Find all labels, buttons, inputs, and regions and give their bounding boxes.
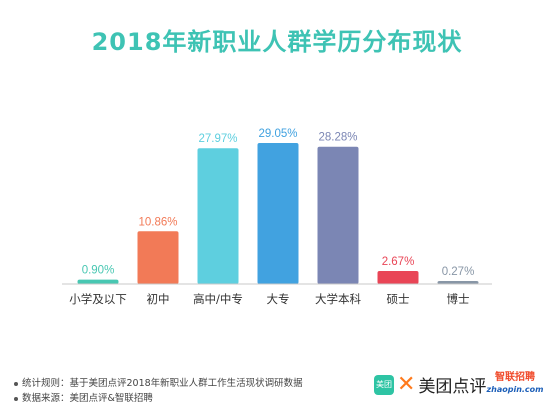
note-source-text: 数据来源：美团点评&智联招聘 bbox=[22, 393, 153, 404]
value-label-3: 29.05% bbox=[258, 128, 297, 140]
bullet-icon bbox=[14, 396, 18, 401]
category-label-6: 博士 bbox=[447, 292, 470, 306]
category-label-2: 高中/中专 bbox=[193, 292, 243, 306]
meituan-badge-icon: 美团 bbox=[374, 374, 394, 395]
bar-6 bbox=[437, 281, 479, 284]
note-rule-text: 统计规则：基于美团点评2018年新职业人群工作生活现状调研数据 bbox=[22, 378, 303, 389]
category-label-1: 初中 bbox=[147, 292, 170, 306]
bar-0 bbox=[77, 279, 119, 284]
zhaopin-logo-cn: 智联招聘 bbox=[495, 372, 535, 383]
labels-layer: 0.90% 小学及以下 10.86% 初中 27.97% 高中/中专 29.05% 大专 28.… bbox=[69, 128, 474, 306]
meituan-mark-icon: ✕ bbox=[397, 371, 416, 397]
bar-1 bbox=[137, 231, 179, 284]
bar-3 bbox=[257, 143, 299, 284]
note-source: 数据来源：美团点评&智联招聘 bbox=[14, 391, 303, 406]
bars-layer bbox=[77, 143, 479, 284]
bar-5 bbox=[377, 271, 419, 284]
value-label-5: 2.67% bbox=[382, 256, 415, 268]
footnotes: 统计规则：基于美团点评2018年新职业人群工作生活现状调研数据 数据来源：美团点… bbox=[14, 376, 303, 406]
meituan-logo-text: 美团点评 bbox=[418, 377, 487, 397]
bar-2 bbox=[197, 148, 239, 284]
zhaopin-logo: 智联招聘 zhaopin.com bbox=[484, 372, 546, 396]
value-label-0: 0.90% bbox=[82, 265, 115, 277]
note-rule: 统计规则：基于美团点评2018年新职业人群工作生活现状调研数据 bbox=[14, 376, 303, 391]
value-label-1: 10.86% bbox=[138, 216, 177, 228]
chart-title: 2018年新职业人群学历分布现状 bbox=[91, 28, 463, 56]
value-label-6: 0.27% bbox=[442, 266, 475, 278]
category-label-0: 小学及以下 bbox=[69, 292, 127, 306]
value-label-4: 28.28% bbox=[318, 132, 357, 144]
value-label-2: 27.97% bbox=[198, 133, 237, 145]
bullet-icon bbox=[14, 381, 18, 386]
category-label-4: 大学本科 bbox=[315, 292, 361, 306]
meituan-dianping-logo: 美团 ✕ 美团点评 bbox=[374, 372, 486, 397]
bar-4 bbox=[317, 146, 359, 284]
zhaopin-logo-en: zhaopin.com bbox=[486, 385, 544, 394]
category-label-3: 大专 bbox=[267, 292, 290, 306]
category-label-5: 硕士 bbox=[387, 292, 410, 306]
